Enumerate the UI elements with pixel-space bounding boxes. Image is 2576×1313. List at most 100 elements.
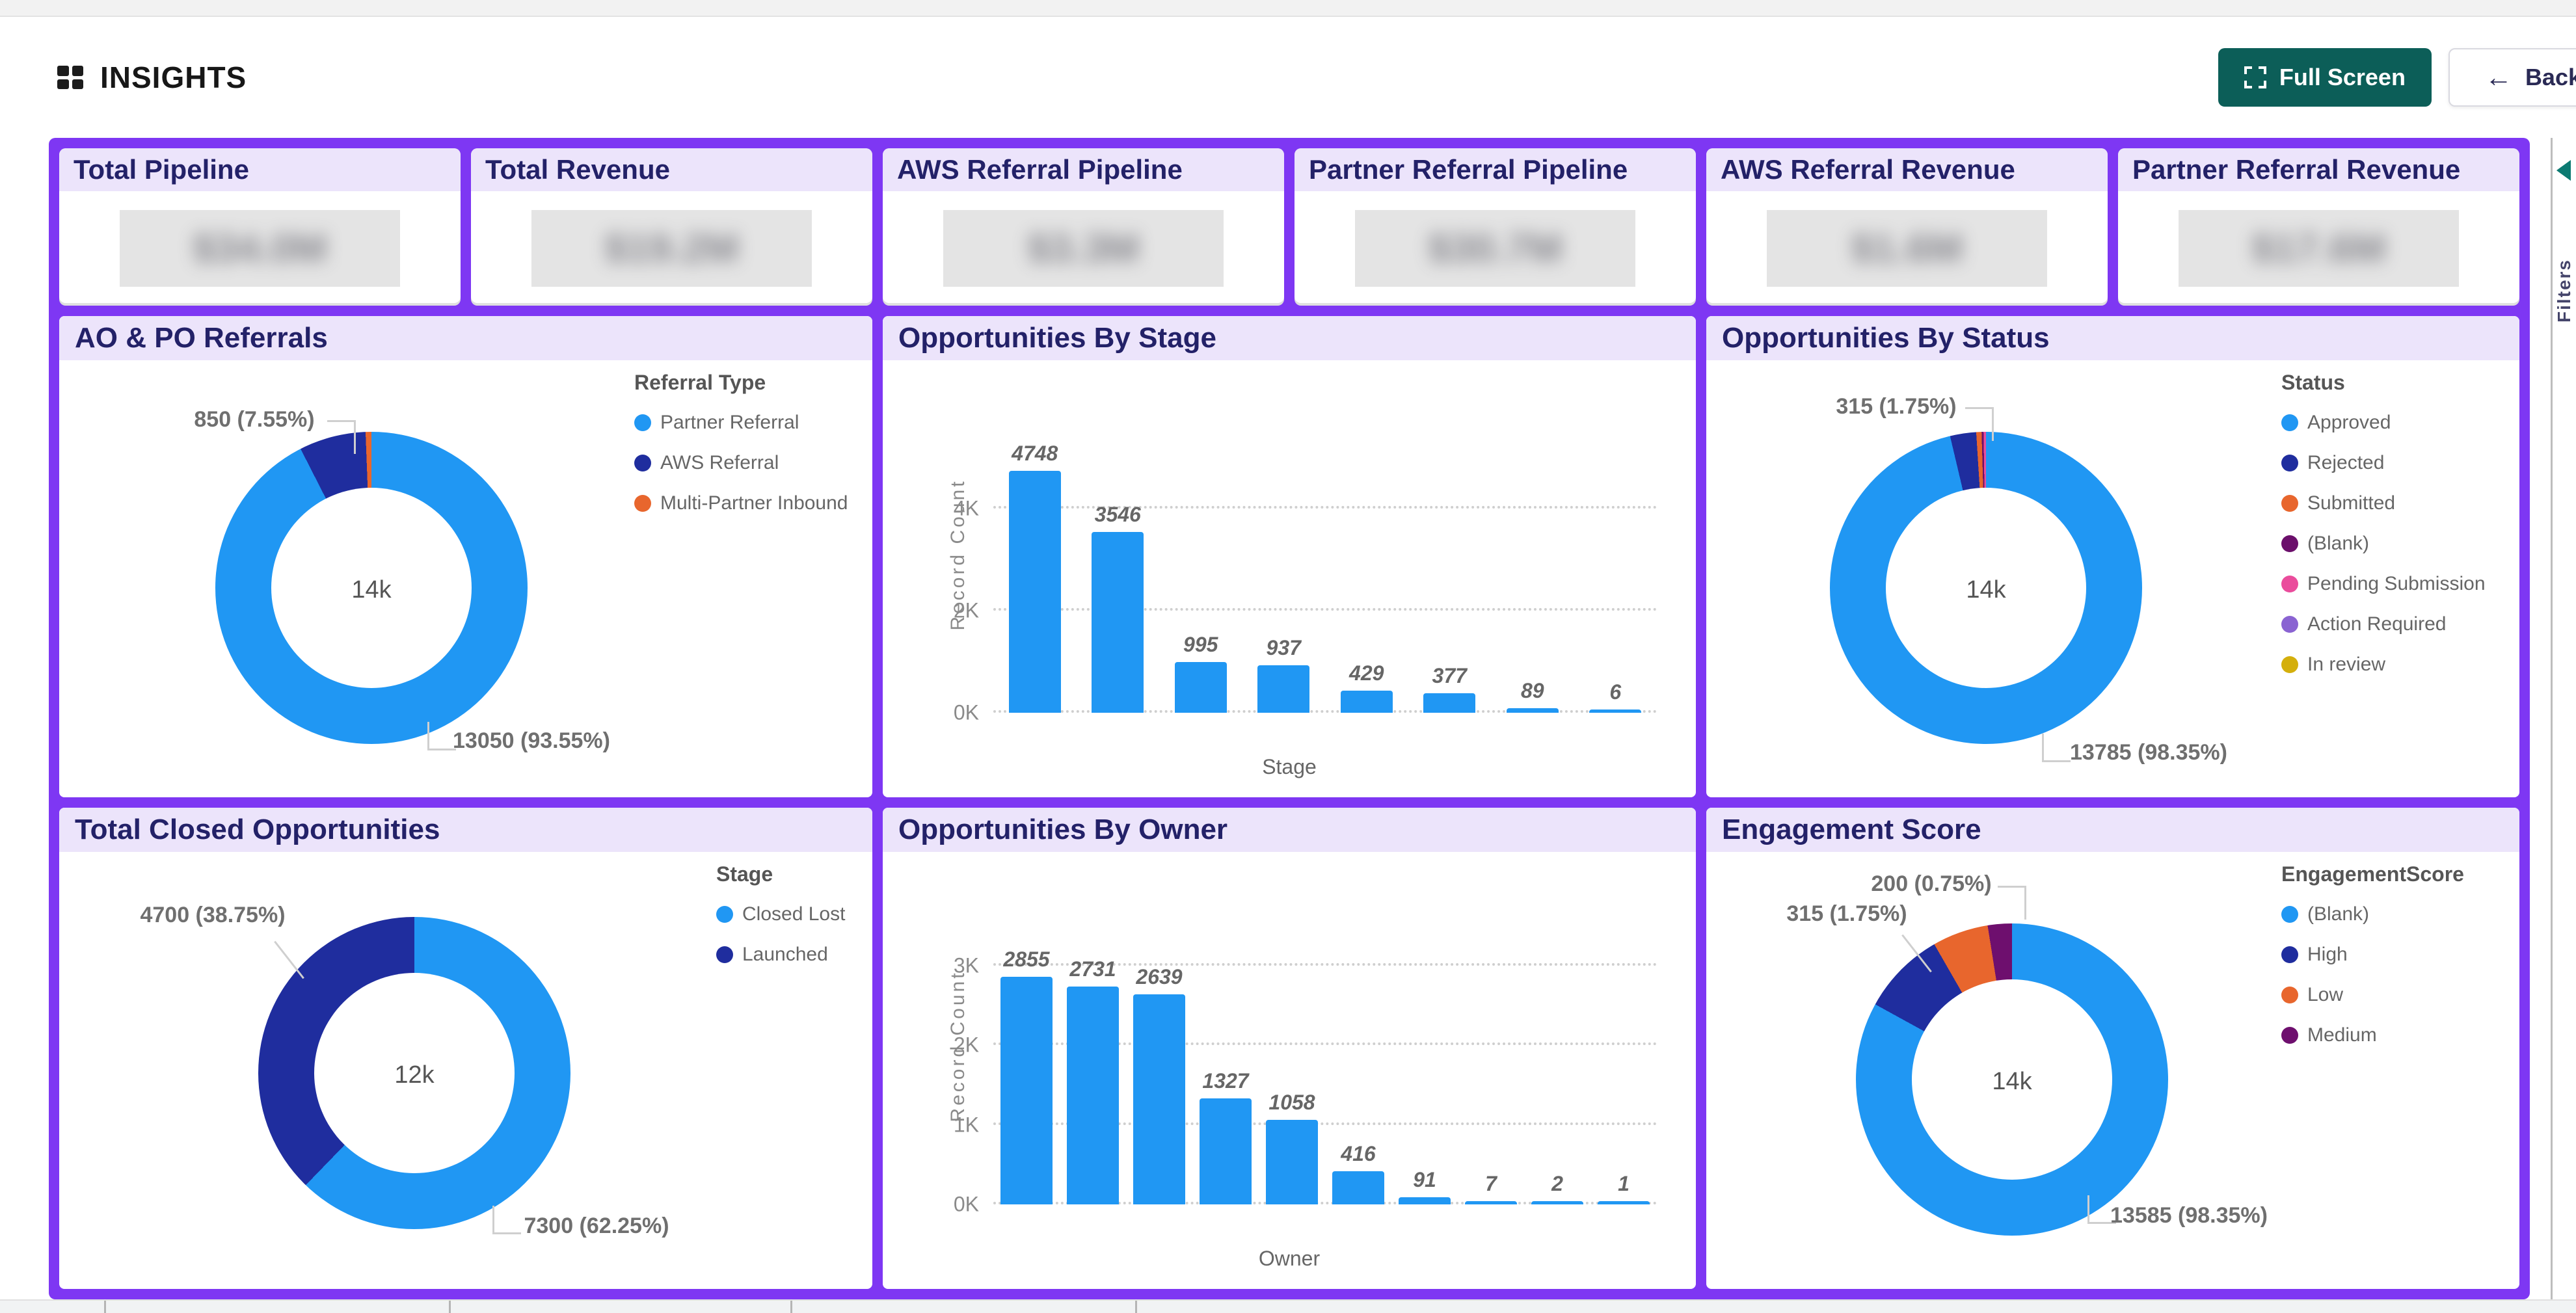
bar[interactable]: [1465, 1201, 1517, 1204]
legend-item[interactable]: Medium: [2281, 1024, 2464, 1046]
bar-value-label: 416: [1341, 1142, 1376, 1166]
leader-line: [2042, 734, 2071, 762]
kpi-card[interactable]: Partner Referral Pipeline $30.7M: [1295, 148, 1696, 306]
bar-cell: 377: [1408, 458, 1492, 713]
legend-dot-icon: [2281, 414, 2298, 431]
kpi-title: AWS Referral Pipeline: [897, 154, 1183, 185]
panel-header: Engagement Score: [1706, 808, 2519, 852]
legend-item[interactable]: In review: [2281, 654, 2486, 676]
bar[interactable]: [1200, 1098, 1252, 1204]
bar[interactable]: [1067, 987, 1119, 1204]
legend-item[interactable]: Partner Referral: [634, 412, 848, 434]
kpi-body: $17.6M: [2118, 191, 2519, 306]
bar[interactable]: [1174, 662, 1227, 713]
kpi-card[interactable]: Partner Referral Revenue $17.6M: [2118, 148, 2519, 306]
bar[interactable]: [1506, 708, 1559, 713]
gridline: 3K: [954, 953, 1657, 977]
bar[interactable]: [1340, 691, 1393, 713]
bar-cell: 2639: [1126, 949, 1192, 1204]
bar-cell: 91: [1391, 949, 1458, 1204]
legend-item[interactable]: Low: [2281, 984, 2464, 1006]
bar-cell: 4748: [993, 442, 1077, 713]
back-button[interactable]: ← Back: [2448, 48, 2576, 107]
bar[interactable]: [1598, 1201, 1650, 1204]
panel-title: Opportunities By Stage: [898, 322, 1216, 354]
legend-dot-icon: [716, 946, 733, 963]
legend-item[interactable]: High: [2281, 944, 2464, 966]
kpi-card[interactable]: Total Pipeline $34.0M: [59, 148, 461, 306]
bar-value-label: 2855: [1003, 948, 1050, 972]
bar-value-label: 2639: [1136, 964, 1183, 988]
bar[interactable]: [1008, 470, 1061, 713]
leader-line: [274, 940, 304, 979]
legend-item[interactable]: Action Required: [2281, 613, 2486, 635]
bar-value-label: 3546: [1094, 503, 1141, 526]
kpi-card[interactable]: AWS Referral Revenue $1.6M: [1706, 148, 2108, 306]
legend-label: Rejected: [2307, 452, 2385, 473]
bar-cell: 6: [1574, 458, 1657, 713]
donut-chart[interactable]: [1856, 923, 2168, 1236]
legend-label: Closed Lost: [742, 903, 846, 925]
bar[interactable]: [1000, 977, 1053, 1204]
legend-label: Medium: [2307, 1024, 2377, 1046]
fullscreen-button-label: Full Screen: [2279, 64, 2406, 90]
back-button-label: Back: [2525, 64, 2576, 90]
legend-label: In review: [2307, 654, 2386, 675]
bar[interactable]: [1266, 1120, 1318, 1204]
donut-callout: 850 (7.55%): [194, 407, 315, 432]
legend-dot-icon: [634, 495, 651, 512]
donut-callout: 315 (1.75%): [1786, 901, 1907, 926]
bar[interactable]: [1531, 1201, 1583, 1204]
gridline: 4K: [954, 497, 1657, 520]
legend-item[interactable]: Rejected: [2281, 452, 2486, 474]
legend-item[interactable]: Pending Submission: [2281, 573, 2486, 595]
kpi-card[interactable]: AWS Referral Pipeline $3.3M: [883, 148, 1284, 306]
bar-value-label: 7: [1485, 1172, 1497, 1195]
bar-value-label: 89: [1520, 679, 1544, 703]
legend-item[interactable]: Submitted: [2281, 492, 2486, 514]
bar-cell: 2: [1524, 949, 1590, 1204]
donut-chart[interactable]: [1830, 432, 2142, 744]
donut-callout: 7300 (62.25%): [524, 1214, 669, 1238]
y-tick-label: 4K: [953, 496, 979, 520]
bar-cell: 1: [1590, 949, 1657, 1204]
bar-value-label: 937: [1266, 635, 1301, 659]
bar-value-label: 2: [1551, 1172, 1563, 1195]
panel-opportunities-by-owner: Opportunities By Owner Record Count 0K 1K…: [883, 808, 1696, 1289]
bar[interactable]: [1423, 693, 1476, 713]
legend-item[interactable]: Multi-Partner Inbound: [634, 492, 848, 514]
legend-item[interactable]: Launched: [716, 944, 845, 966]
bar[interactable]: [1399, 1197, 1451, 1204]
chart-legend: EngagementScore (Blank) High Low Medium: [2281, 862, 2464, 1065]
back-arrow-icon: ←: [2484, 62, 2512, 92]
bar-cell: 3546: [1077, 458, 1160, 713]
panel-title: AO & PO Referrals: [75, 322, 328, 354]
kpi-header: Total Revenue: [471, 148, 872, 191]
legend-item[interactable]: (Blank): [2281, 533, 2486, 555]
fullscreen-button[interactable]: Full Screen: [2218, 48, 2432, 107]
kpi-body: $30.7M: [1295, 191, 1696, 306]
legend-label: (Blank): [2307, 903, 2370, 925]
legend-item[interactable]: AWS Referral: [634, 452, 848, 474]
donut-chart[interactable]: [258, 917, 570, 1229]
grid-icon: [57, 66, 83, 89]
kpi-card[interactable]: Total Revenue $19.2M: [471, 148, 872, 306]
bottom-strip: [0, 1299, 2576, 1313]
chart-legend: Status Approved Rejected Submitted (Blank) Pe…: [2281, 371, 2486, 694]
donut-chart[interactable]: [215, 432, 528, 744]
page-title: INSIGHTS: [100, 60, 247, 94]
bar[interactable]: [1257, 665, 1310, 713]
legend-item[interactable]: Closed Lost: [716, 903, 845, 925]
legend-dot-icon: [2281, 1027, 2298, 1044]
bar[interactable]: [1589, 710, 1642, 713]
chevron-left-icon[interactable]: [2556, 160, 2571, 181]
x-axis-title: Owner: [1258, 1247, 1321, 1270]
bar-cell: 995: [1159, 458, 1242, 713]
gridline: 2K: [954, 1033, 1657, 1057]
bar[interactable]: [1092, 532, 1144, 713]
legend-item[interactable]: Approved: [2281, 412, 2486, 434]
legend-item[interactable]: (Blank): [2281, 903, 2464, 925]
legend-label: High: [2307, 944, 2348, 965]
bar[interactable]: [1332, 1171, 1384, 1204]
bar[interactable]: [1133, 994, 1185, 1204]
